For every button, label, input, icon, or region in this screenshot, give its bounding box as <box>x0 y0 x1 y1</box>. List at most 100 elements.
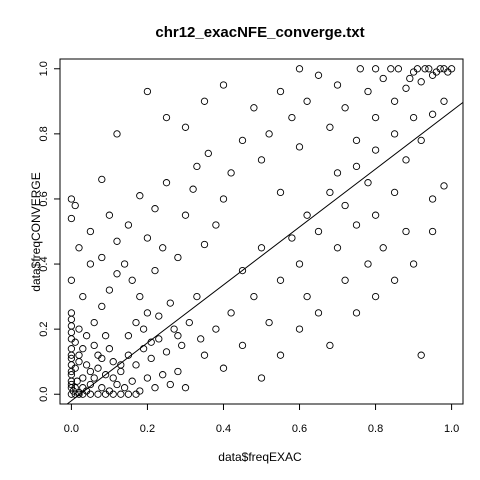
data-point <box>175 254 181 260</box>
data-point <box>76 326 82 332</box>
data-point <box>277 277 283 283</box>
data-point <box>418 137 424 143</box>
data-point <box>102 333 108 339</box>
data-point <box>99 254 105 260</box>
data-point <box>429 111 435 117</box>
data-point <box>99 385 105 391</box>
data-point <box>403 228 409 234</box>
data-point <box>125 222 131 228</box>
regression-line <box>67 102 463 404</box>
data-point <box>83 362 89 368</box>
data-point <box>429 72 435 78</box>
data-point <box>429 228 435 234</box>
data-point <box>353 137 359 143</box>
x-tick-label: 1.0 <box>444 423 459 435</box>
x-tick-label: 0.4 <box>216 423 231 435</box>
data-point <box>144 310 150 316</box>
data-point <box>137 293 143 299</box>
data-point <box>372 212 378 218</box>
data-point <box>220 365 226 371</box>
data-point <box>121 261 127 267</box>
data-point <box>342 105 348 111</box>
data-point <box>144 375 150 381</box>
data-point <box>68 316 74 322</box>
data-point <box>296 261 302 267</box>
x-tick-label: 0.8 <box>368 423 383 435</box>
data-point <box>152 267 158 273</box>
data-point <box>106 346 112 352</box>
data-point <box>422 66 428 72</box>
data-point <box>266 319 272 325</box>
data-points <box>68 66 455 398</box>
y-axis-label: data$freqCONVERGE <box>29 172 43 291</box>
data-point <box>106 287 112 293</box>
data-point <box>304 98 310 104</box>
data-point <box>380 245 386 251</box>
y-tick-label: 1.0 <box>38 61 50 76</box>
data-point <box>251 105 257 111</box>
data-point <box>277 352 283 358</box>
data-point <box>201 241 207 247</box>
data-point <box>125 391 131 397</box>
data-point <box>80 346 86 352</box>
x-axis-label: data$freqEXAC <box>218 450 302 464</box>
data-point <box>110 375 116 381</box>
data-point <box>114 271 120 277</box>
data-point <box>95 391 101 397</box>
data-point <box>133 362 139 368</box>
data-point <box>167 300 173 306</box>
data-point <box>171 326 177 332</box>
data-point <box>129 378 135 384</box>
data-point <box>68 329 74 335</box>
data-point <box>133 319 139 325</box>
x-axis: 0.0 0.2 0.4 0.6 0.8 1.0 <box>64 404 459 435</box>
data-point <box>182 124 188 130</box>
data-point <box>266 131 272 137</box>
data-point <box>190 186 196 192</box>
data-point <box>372 293 378 299</box>
data-point <box>175 333 181 339</box>
data-point <box>114 238 120 244</box>
data-point <box>91 319 97 325</box>
data-point <box>418 79 424 85</box>
data-point <box>296 144 302 150</box>
data-point <box>76 245 82 251</box>
data-point <box>403 85 409 91</box>
data-point <box>72 339 78 345</box>
data-point <box>380 75 386 81</box>
data-point <box>114 381 120 387</box>
data-point <box>148 355 154 361</box>
data-point <box>251 293 257 299</box>
x-tick-label: 0.6 <box>292 423 307 435</box>
y-tick-label: 0.2 <box>38 321 50 336</box>
data-point <box>228 310 234 316</box>
data-point <box>68 336 74 342</box>
data-point <box>441 183 447 189</box>
data-point <box>315 310 321 316</box>
data-point <box>353 310 359 316</box>
data-point <box>125 333 131 339</box>
data-point <box>179 342 185 348</box>
data-point <box>140 346 146 352</box>
data-point <box>342 277 348 283</box>
data-point <box>315 72 321 78</box>
data-point <box>118 368 124 374</box>
data-point <box>201 352 207 358</box>
data-point <box>80 293 86 299</box>
data-point <box>156 313 162 319</box>
data-point <box>152 206 158 212</box>
data-point <box>163 180 169 186</box>
data-point <box>87 228 93 234</box>
data-point <box>72 202 78 208</box>
data-point <box>391 131 397 137</box>
data-point <box>327 189 333 195</box>
data-point <box>258 375 264 381</box>
data-point <box>80 375 86 381</box>
data-point <box>198 336 204 342</box>
data-point <box>391 277 397 283</box>
data-point <box>327 124 333 130</box>
data-point <box>114 131 120 137</box>
data-point <box>163 114 169 120</box>
data-point <box>365 261 371 267</box>
data-point <box>258 245 264 251</box>
